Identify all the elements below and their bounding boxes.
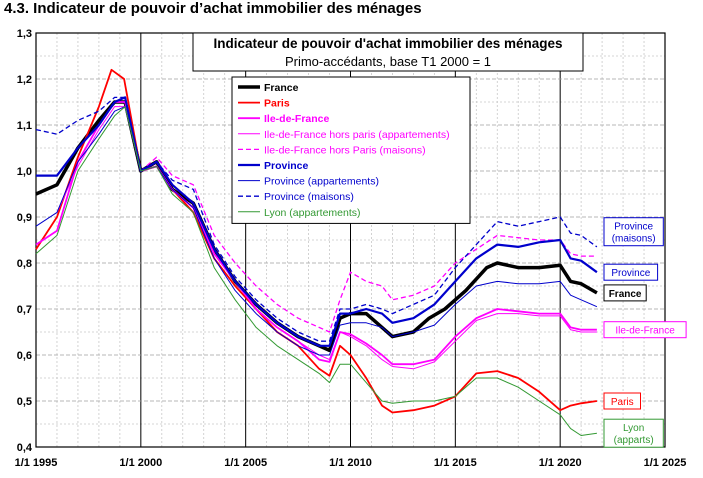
legend-label-paris: Paris	[264, 98, 290, 110]
end-labels: Province(maisons)ProvinceFranceIle-de-Fr…	[603, 217, 687, 448]
x-tick-label: 1/1 2020	[539, 457, 582, 469]
legend-label-lyon-appartements: Lyon (appartements)	[264, 207, 361, 219]
series-line-paris	[35, 68, 598, 414]
series-line-province	[36, 96, 598, 347]
end-label-frame-lyon-appartements	[603, 418, 664, 448]
end-label-paris: Paris	[611, 397, 634, 408]
y-tick-label: 0,8	[17, 258, 32, 270]
x-tick-label: 1/1 1995	[15, 457, 58, 469]
x-tick-label: 1/1 2005	[224, 457, 267, 469]
y-tick-label: 0,4	[17, 442, 33, 454]
y-tick-label: 1,3	[17, 28, 32, 40]
y-tick-label: 0,5	[17, 396, 32, 408]
end-label-lyon-appartements: Lyon	[623, 423, 644, 434]
chart-title-box: Indicateur de pouvoir d'achat immobilier…	[192, 32, 584, 72]
y-tick-label: 1,2	[17, 74, 32, 86]
y-tick-label: 0,6	[17, 350, 32, 362]
y-tick-label: 1,1	[17, 120, 32, 132]
series-line-lyon-appartements	[35, 106, 597, 436]
title-box-frame	[192, 32, 584, 72]
x-tick-label: 1/1 2010	[329, 457, 372, 469]
end-label-frame-province-maisons	[603, 217, 664, 247]
legend-label-province: Province	[264, 160, 309, 172]
end-label-frame-province	[603, 263, 659, 281]
legend-label-province-maisons: Province (maisons)	[264, 191, 354, 203]
legend-label-france: France	[264, 82, 299, 94]
x-tick-label: 1/1 2025	[644, 457, 687, 469]
legend-label-ile-de-france-hors-paris-maisons: Ile-de-France hors Paris (maisons)	[264, 144, 426, 156]
series-line-ile-de-france-hors-paris-maisons	[140, 156, 597, 333]
x-tick-label: 1/1 2015	[434, 457, 477, 469]
y-tick-label: 1,0	[17, 166, 32, 178]
end-label-province: Province	[611, 268, 650, 279]
end-label-ile-de-france: Ile-de-France	[615, 326, 675, 337]
legend-label-ile-de-france: Ile-de-France	[264, 113, 330, 125]
legend: France Paris Ile-de-France Ile-de-France ho…	[231, 76, 471, 224]
end-label-frame-france	[603, 284, 647, 302]
end-label-province-maisons: (maisons)	[612, 234, 656, 245]
legend-label-province-appartements: Province (appartements)	[264, 176, 379, 188]
figure-heading: 4.3. Indicateur de pouvoir d’achat immob…	[4, 0, 422, 17]
x-tick-label: 1/1 2000	[119, 457, 162, 469]
y-tick-label: 0,7	[17, 304, 32, 316]
legend-frame	[231, 76, 471, 224]
end-label-frame-ile-de-france	[603, 321, 687, 339]
end-label-lyon-appartements: (apparts)	[614, 435, 654, 446]
y-tick-label: 0,9	[17, 212, 32, 224]
chart-subtitle: Primo-accédants, base T1 2000 = 1	[285, 54, 491, 69]
end-label-france: France	[609, 289, 642, 300]
legend-label-ile-de-france-hors-paris-appartements: Ile-de-France hors paris (appartements)	[264, 129, 450, 141]
series-line-province-maisons	[35, 96, 598, 342]
end-label-province-maisons: Province	[614, 222, 653, 233]
end-label-frame-paris	[603, 392, 641, 410]
chart-title: Indicateur de pouvoir d'achat immobilier…	[213, 36, 562, 51]
